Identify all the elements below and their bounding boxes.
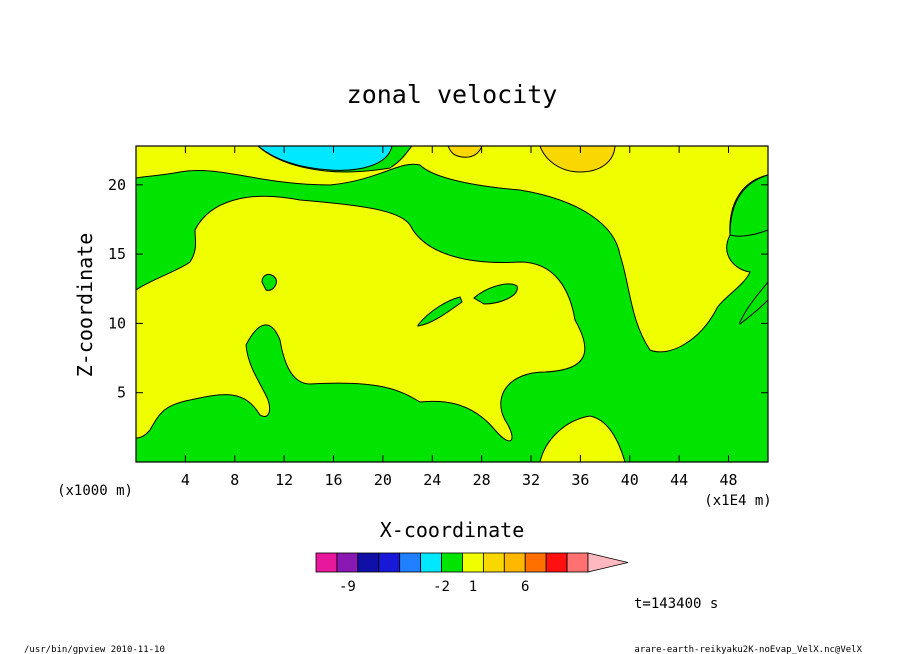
y-tick-label: 5: [117, 384, 126, 402]
x-axis-ticks: 4 8 12 16 20 24 28 32 36 40 44 48: [181, 146, 738, 489]
x-tick-label: 8: [230, 471, 239, 489]
footer-right: arare-earth-reikyaku2K-noEvap_VelX.nc@Ve…: [634, 645, 862, 654]
colorbar-swatch: [566, 552, 589, 573]
colorbar-swatch: [482, 552, 505, 573]
chart-title: zonal velocity: [347, 80, 558, 109]
x-tick-label: 16: [324, 471, 342, 489]
y-axis-label: Z-coordinate: [73, 233, 97, 378]
colorbar-swatch: [399, 552, 422, 573]
x-axis-label: X-coordinate: [380, 518, 525, 542]
colorbar-swatch: [503, 552, 526, 573]
positive-region: [539, 415, 626, 462]
colorbar-label: 1: [469, 579, 477, 595]
colorbar-swatch: [420, 552, 442, 573]
colorbar-swatch: [336, 552, 359, 573]
colorbar-swatch: [357, 552, 380, 573]
colorbar-swatch: [524, 552, 547, 573]
max-region: [539, 146, 616, 173]
x-tick-label: 28: [473, 471, 491, 489]
x-tick-label: 12: [275, 471, 293, 489]
y-axis-unit: (x1000 m): [57, 483, 133, 499]
time-label: t=143400 s: [634, 596, 718, 612]
negative-region: [257, 146, 393, 171]
contour-field: [136, 146, 768, 462]
x-tick-label: 40: [621, 471, 639, 489]
y-tick-label: 10: [108, 314, 126, 332]
x-tick-label: 44: [670, 471, 688, 489]
x-tick-label: 20: [374, 471, 392, 489]
colorbar-swatch: [441, 552, 463, 573]
colorbar-swatch: [315, 552, 338, 573]
y-tick-label: 15: [108, 245, 126, 263]
footer-left: /usr/bin/gpview 2010-11-10: [24, 645, 165, 654]
x-axis-unit: (x1E4 m): [704, 493, 771, 509]
x-tick-label: 24: [423, 471, 441, 489]
positive-region: [136, 195, 586, 442]
colorbar-swatch: [545, 552, 568, 573]
colorbar-label: -2: [433, 579, 450, 595]
plot-frame: [135, 145, 769, 463]
x-tick-label: 48: [719, 471, 737, 489]
colorbar-arrow: [587, 552, 629, 573]
y-axis-ticks: 5 10 15 20: [108, 176, 768, 402]
x-tick-label: 36: [571, 471, 589, 489]
x-tick-label: 4: [181, 471, 190, 489]
max-region: [447, 146, 483, 158]
colorbar-swatch: [378, 552, 401, 573]
y-tick-label: 20: [108, 176, 126, 194]
colorbar-label: 6: [521, 579, 529, 595]
colorbar: -9 -2 1 6: [315, 552, 629, 595]
colorbar-label: -9: [339, 579, 356, 595]
x-tick-label: 32: [522, 471, 540, 489]
colorbar-swatch: [462, 552, 484, 573]
